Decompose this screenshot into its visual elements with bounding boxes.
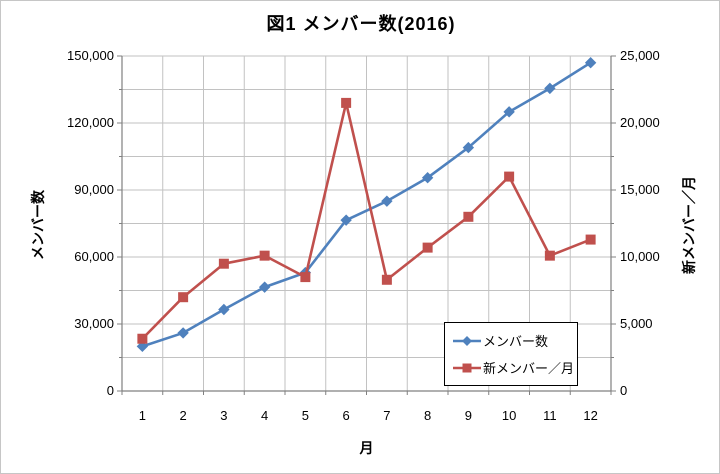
data-point-square (422, 242, 433, 253)
data-point-square (463, 211, 474, 222)
legend-members-line-marker-icon (453, 335, 481, 346)
legend-new-members-label: 新メンバー／月 (483, 361, 575, 376)
series-members (136, 56, 597, 353)
data-point-diamond (421, 172, 434, 184)
data-point-diamond (136, 340, 149, 353)
series-new-members (137, 97, 596, 344)
x-axis-tick-label: 12 (583, 408, 598, 423)
left-axis-tick-label: 90,000 (74, 182, 114, 197)
data-point-diamond (462, 141, 475, 154)
right-axis-tick-label: 15,000 (620, 182, 660, 197)
x-axis-tick-label: 5 (301, 408, 309, 423)
chart-title: 図1 メンバー数(2016) (266, 14, 456, 34)
data-point-square (218, 258, 229, 269)
right-axis-tick-label: 10,000 (620, 249, 660, 264)
right-axis-tick-label: 20,000 (620, 115, 660, 130)
left-axis-tick-label: 0 (106, 383, 114, 398)
series-line (141, 101, 592, 340)
data-point-diamond (218, 303, 230, 316)
x-axis-tick-label: 2 (179, 408, 187, 423)
x-axis-tick-label: 7 (383, 408, 391, 423)
x-axis-tick-label: 4 (261, 408, 269, 423)
legend-new-members-line-marker-icon (453, 363, 481, 372)
data-point-diamond (258, 281, 271, 293)
data-point-diamond (340, 214, 352, 226)
data-point-diamond (584, 56, 597, 69)
legend: メンバー数 新メンバー／月 (444, 322, 578, 386)
data-point-diamond (177, 327, 189, 339)
right-axis-tick-label: 25,000 (620, 48, 660, 63)
left-axis-tick-label: 60,000 (74, 249, 114, 264)
data-point-square (585, 234, 596, 245)
series-line (141, 61, 592, 348)
x-axis-tick-label: 8 (424, 408, 432, 423)
left-axis-tick-label: 120,000 (67, 115, 114, 130)
data-point-square (178, 292, 189, 303)
x-axis-tick-label: 11 (543, 408, 557, 423)
x-axis-tick-label: 3 (220, 408, 228, 423)
x-axis-tick-label: 6 (342, 408, 350, 423)
x-axis-tick-label: 1 (138, 408, 146, 423)
right-axis-tick-label: 0 (620, 383, 628, 398)
data-point-square (259, 250, 270, 261)
data-point-diamond (381, 195, 393, 207)
legend-members-label: メンバー数 (483, 334, 549, 349)
left-axis-tick-label: 30,000 (74, 316, 114, 331)
data-point-square (381, 274, 392, 285)
x-axis-title: 月 (359, 440, 374, 456)
data-point-square (137, 333, 148, 344)
data-point-square (300, 272, 311, 283)
data-point-diamond (544, 82, 556, 95)
x-axis-tick-label: 9 (464, 408, 472, 423)
right-axis-tick-label: 5,000 (620, 316, 653, 331)
legend-item-new-members: 新メンバー／月 (452, 358, 577, 377)
x-axis-tick-label: 10 (501, 408, 517, 423)
legend-item-members: メンバー数 (452, 331, 577, 350)
data-point-diamond (503, 106, 515, 118)
left-axis-tick-label: 150,000 (67, 48, 114, 63)
data-point-square (544, 250, 555, 261)
data-point-square (341, 97, 352, 108)
data-point-square (504, 171, 515, 182)
